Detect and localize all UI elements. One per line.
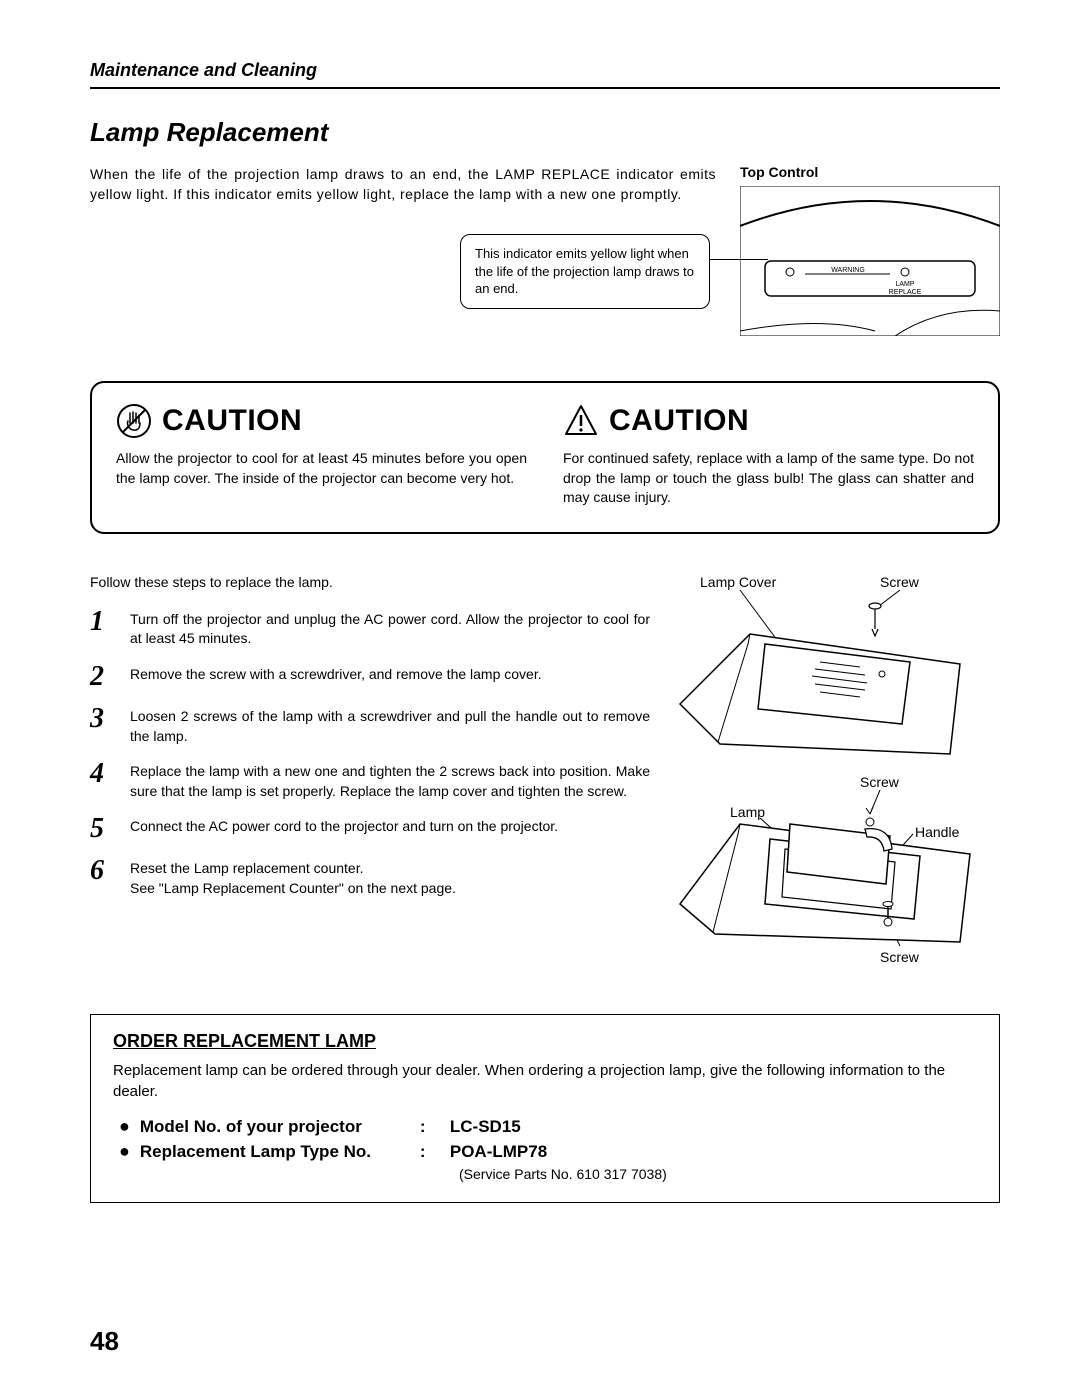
- section-title: Lamp Replacement: [90, 117, 1000, 148]
- diagram-column: Lamp Cover Screw Screw Lamp Handle Screw: [670, 574, 1000, 984]
- step-number: 3: [90, 705, 116, 746]
- lamp-text-2: REPLACE: [889, 289, 922, 296]
- label-screw-3: Screw: [880, 949, 919, 965]
- label-handle: Handle: [915, 824, 959, 840]
- step: 1 Turn off the projector and unplug the A…: [90, 608, 650, 649]
- order-service-note: (Service Parts No. 610 317 7038): [459, 1166, 977, 1182]
- replacement-diagram: [670, 574, 1000, 984]
- warning-text: WARNING: [831, 267, 865, 274]
- step: 2 Remove the screw with a screwdriver, an…: [90, 663, 650, 691]
- steps-column: Follow these steps to replace the lamp. …: [90, 574, 650, 984]
- label-screw-1: Screw: [880, 574, 919, 590]
- label-lamp: Lamp: [730, 804, 765, 820]
- order-text: Replacement lamp can be ordered through …: [113, 1060, 977, 1102]
- callout-box: This indicator emits yellow light when t…: [460, 234, 710, 309]
- order-model-label: Model No. of your projector: [140, 1117, 420, 1137]
- step-number: 1: [90, 608, 116, 649]
- step: 4 Replace the lamp with a new one and tig…: [90, 760, 650, 801]
- step: 3 Loosen 2 screws of the lamp with a scre…: [90, 705, 650, 746]
- page-number: 48: [90, 1326, 119, 1357]
- caution-word-2: CAUTION: [609, 404, 749, 438]
- order-type-value: POA-LMP78: [450, 1142, 547, 1162]
- order-model-value: LC-SD15: [450, 1117, 521, 1137]
- caution-right: CAUTION For continued safety, replace wi…: [563, 403, 974, 508]
- caution-left: CAUTION Allow the projector to cool for …: [116, 403, 527, 508]
- no-touch-icon: [116, 403, 152, 439]
- step-number: 4: [90, 760, 116, 801]
- step-number: 6: [90, 857, 116, 898]
- label-screw-2: Screw: [860, 774, 899, 790]
- step: 6 Reset the Lamp replacement counter. See…: [90, 857, 650, 898]
- steps-lead: Follow these steps to replace the lamp.: [90, 574, 650, 590]
- step-number: 2: [90, 663, 116, 691]
- top-control-diagram: WARNING LAMP REPLACE: [740, 186, 1000, 336]
- intro-row: When the life of the projection lamp dra…: [90, 164, 1000, 341]
- step: 5 Connect the AC power cord to the projec…: [90, 815, 650, 843]
- caution-body-left: Allow the projector to cool for at least…: [116, 449, 527, 488]
- steps-row: Follow these steps to replace the lamp. …: [90, 574, 1000, 984]
- order-type-line: ● Replacement Lamp Type No. : POA-LMP78: [113, 1141, 977, 1162]
- step-text: Replace the lamp with a new one and tigh…: [130, 760, 650, 801]
- breadcrumb: Maintenance and Cleaning: [90, 60, 1000, 89]
- caution-frame: CAUTION Allow the projector to cool for …: [90, 381, 1000, 534]
- top-control-block: Top Control WARNING LAMP REPLACE This in…: [740, 164, 1000, 341]
- step-text: Reset the Lamp replacement counter. See …: [130, 857, 456, 898]
- label-lamp-cover: Lamp Cover: [700, 574, 776, 590]
- caution-body-right: For continued safety, replace with a lam…: [563, 449, 974, 508]
- caution-word-1: CAUTION: [162, 404, 302, 438]
- callout-leader: [710, 259, 768, 260]
- top-control-label: Top Control: [740, 164, 1000, 180]
- order-title: ORDER REPLACEMENT LAMP: [113, 1031, 977, 1052]
- order-model-line: ● Model No. of your projector : LC-SD15: [113, 1116, 977, 1137]
- step-text: Connect the AC power cord to the project…: [130, 815, 558, 843]
- step-text: Remove the screw with a screwdriver, and…: [130, 663, 542, 691]
- step-text: Loosen 2 screws of the lamp with a screw…: [130, 705, 650, 746]
- order-type-label: Replacement Lamp Type No.: [140, 1142, 420, 1162]
- step-text: Turn off the projector and unplug the AC…: [130, 608, 650, 649]
- step-number: 5: [90, 815, 116, 843]
- lamp-text-1: LAMP: [895, 281, 914, 288]
- order-frame: ORDER REPLACEMENT LAMP Replacement lamp …: [90, 1014, 1000, 1203]
- warning-triangle-icon: [563, 403, 599, 439]
